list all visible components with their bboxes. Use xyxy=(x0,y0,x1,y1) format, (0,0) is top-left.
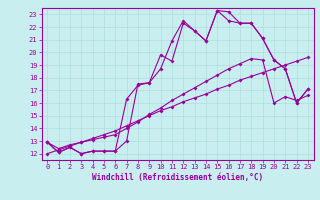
X-axis label: Windchill (Refroidissement éolien,°C): Windchill (Refroidissement éolien,°C) xyxy=(92,173,263,182)
